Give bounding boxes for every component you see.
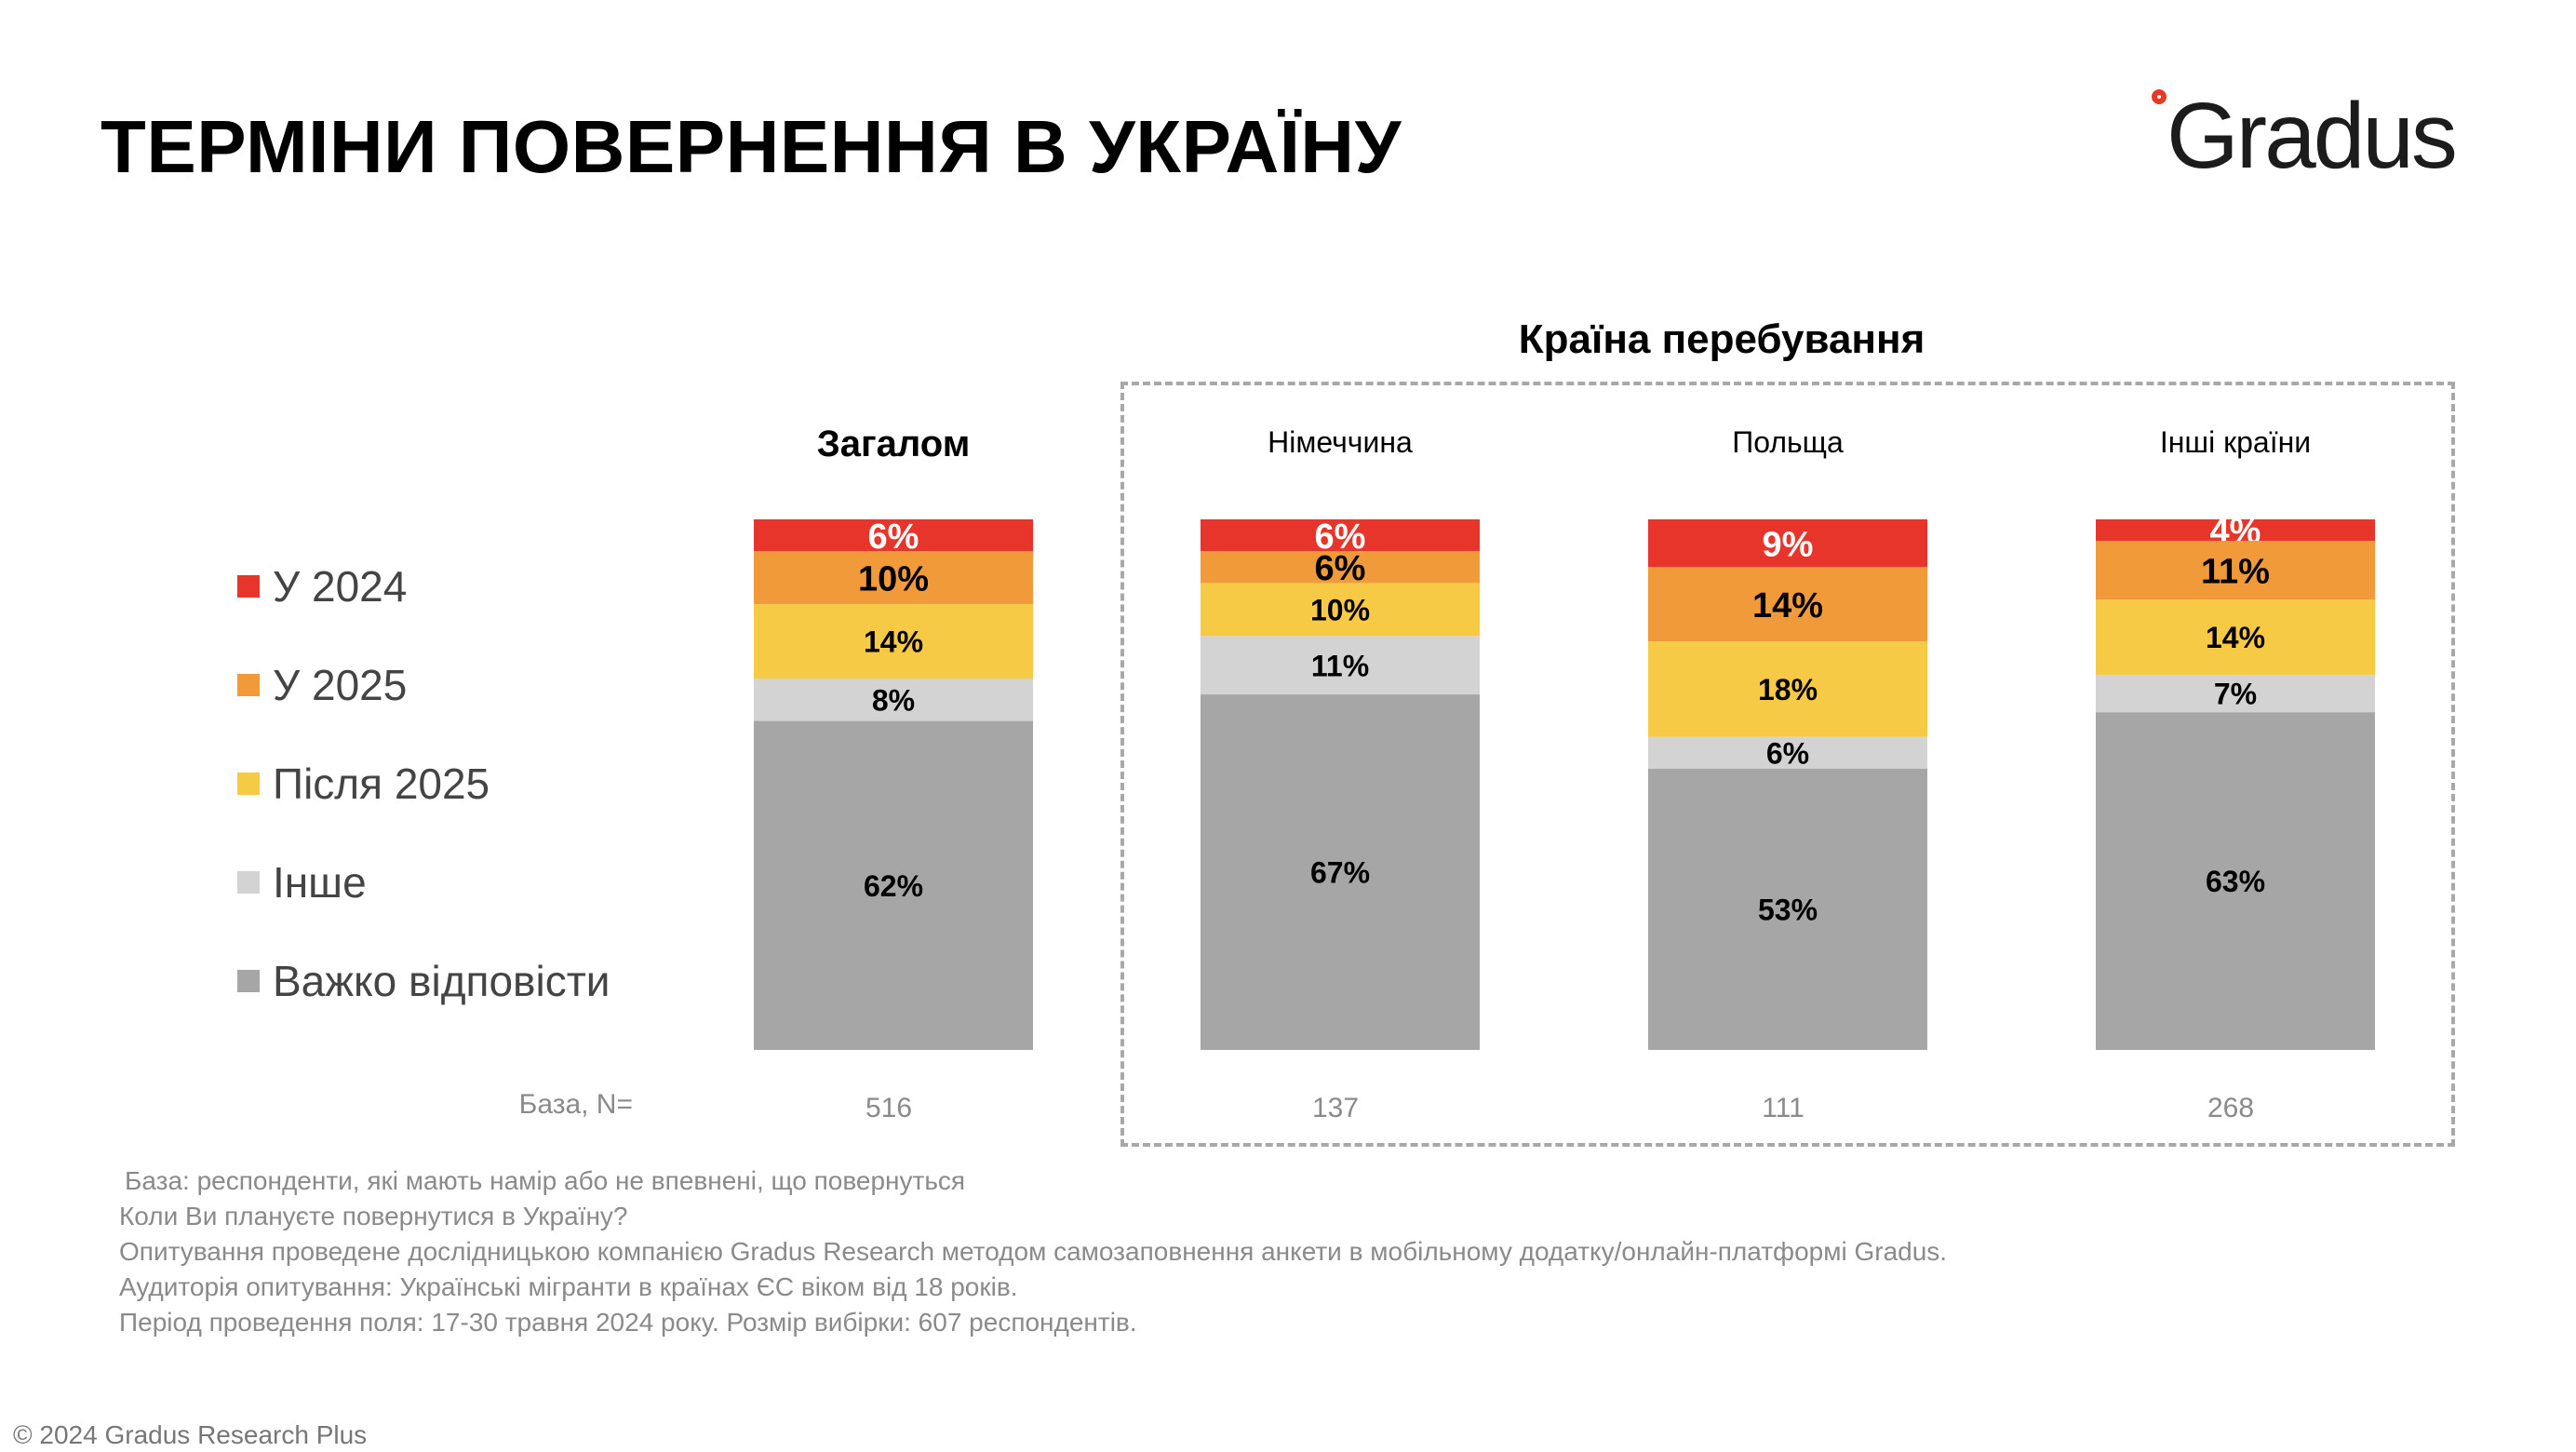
page-title: ТЕРМІНИ ПОВЕРНЕННЯ В УКРАЇНУ — [101, 105, 1402, 188]
data-label: 14% — [2206, 621, 2265, 654]
data-label: 62% — [864, 869, 923, 903]
bar-segment — [1201, 636, 1480, 695]
legend-swatch — [237, 575, 260, 598]
bar-segment — [2096, 712, 2375, 1050]
data-label: 11% — [1311, 649, 1369, 682]
data-label: 67% — [1310, 856, 1370, 890]
note-line: Коли Ви плануєте повернутися в Україну? — [119, 1202, 628, 1230]
legend-label: У 2024 — [273, 562, 408, 611]
base-n-value: 137 — [1312, 1093, 1359, 1123]
data-label: 53% — [1758, 893, 1818, 926]
footnotes: База: респонденти, які мають намір або н… — [119, 1163, 1947, 1340]
base-n-value: 111 — [1762, 1093, 1805, 1123]
legend-swatch — [237, 970, 260, 992]
data-label: 6% — [1315, 549, 1366, 588]
bar-segment — [2096, 674, 2375, 713]
legend-swatch — [237, 674, 260, 696]
category-label: Польща — [1732, 425, 1844, 459]
category-label: Загалом — [817, 424, 971, 464]
legend-swatch — [237, 773, 260, 795]
logo-text: Gradus — [2167, 84, 2458, 188]
data-label: 18% — [1758, 673, 1818, 706]
legend-swatch — [237, 871, 260, 894]
bar-segment — [1648, 567, 1927, 642]
data-label: 7% — [2214, 678, 2257, 711]
bar-segment — [1648, 641, 1927, 737]
note-line: База: респонденти, які мають намір або н… — [125, 1166, 966, 1195]
bar-segment — [754, 519, 1033, 552]
legend-item: Після 2025 — [237, 756, 490, 812]
legend-label: Важко відповісти — [273, 957, 610, 1005]
note-line: Аудиторія опитування: Українські мігрант… — [119, 1272, 1018, 1301]
data-label: 6% — [1766, 736, 1809, 770]
category-label: Німеччина — [1268, 425, 1413, 459]
base-label: База, N= — [518, 1089, 633, 1120]
legend-item: У 2025 — [237, 657, 407, 713]
data-label: 6% — [1315, 518, 1366, 557]
bar-segment — [1201, 551, 1480, 584]
copyright: © 2024 Gradus Research Plus — [13, 1420, 368, 1449]
bar-segment — [754, 720, 1033, 1050]
bar-segment — [1201, 583, 1480, 637]
bar-segment — [1201, 519, 1480, 552]
data-label: 14% — [864, 625, 923, 659]
gradus-logo: Gradus — [2140, 86, 2513, 197]
data-label: 6% — [868, 518, 919, 557]
data-label: 10% — [1310, 593, 1370, 626]
bar-segment — [1648, 519, 1927, 568]
legend-label: У 2025 — [273, 661, 408, 709]
legend-item: Інше — [237, 854, 367, 910]
bar-segment — [754, 551, 1033, 605]
legend-label: Після 2025 — [273, 760, 490, 808]
base-n-value: 516 — [865, 1093, 912, 1123]
data-label: 11% — [2201, 552, 2270, 591]
group-title: Країна перебування — [1518, 316, 1925, 362]
logo-ring-icon — [2152, 89, 2167, 104]
bar-segment — [1648, 736, 1927, 769]
bar-segment — [754, 604, 1033, 679]
data-label: 63% — [2206, 865, 2265, 898]
data-label: 8% — [872, 683, 915, 717]
data-label: 10% — [858, 559, 929, 598]
bar-segment — [2096, 519, 2375, 542]
base-n-value: 268 — [2207, 1093, 2254, 1123]
legend-label: Інше — [273, 858, 367, 907]
legend-item: Важко відповісти — [237, 953, 610, 1009]
legend-item: У 2024 — [237, 558, 407, 614]
country-group-frame — [1120, 382, 2455, 1147]
bar-segment — [1201, 694, 1480, 1050]
data-label: 9% — [1763, 525, 1814, 564]
bar-segment — [1648, 768, 1927, 1050]
note-line: Опитування проведене дослідницькою компа… — [119, 1237, 1948, 1266]
category-label: Інші країни — [2160, 425, 2311, 459]
bar-segment — [754, 679, 1033, 721]
bar-segment — [2096, 599, 2375, 675]
note-line: Період проведення поля: 17-30 травня 202… — [119, 1308, 1137, 1337]
data-label: 14% — [1752, 586, 1823, 625]
bar-segment — [2096, 541, 2375, 600]
